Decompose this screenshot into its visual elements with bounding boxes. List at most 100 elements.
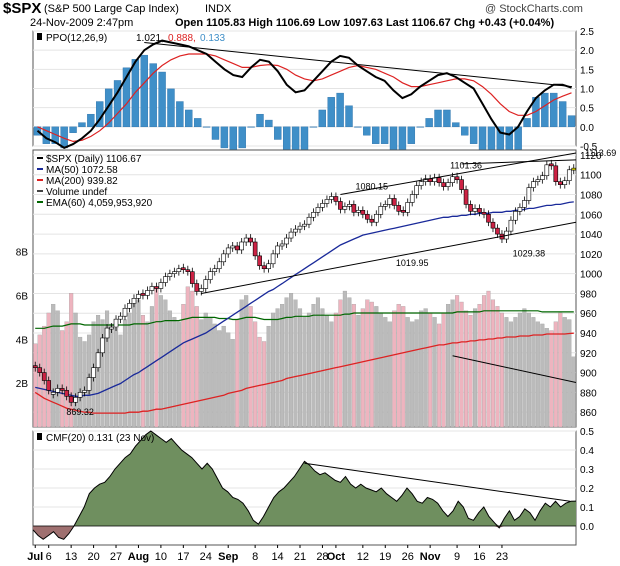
price-candle-body <box>557 181 563 185</box>
cmf-legend-marker <box>37 433 42 440</box>
price-candle-body <box>445 182 451 187</box>
ppo-histogram-bar <box>558 101 567 128</box>
ppo-histogram-bar <box>149 63 157 128</box>
volume-bar <box>360 308 365 428</box>
volume-bar <box>73 312 78 428</box>
volume-bar <box>51 304 56 428</box>
volume-bar <box>33 343 38 428</box>
price-candle-body <box>540 175 545 180</box>
volume-bar <box>472 308 478 428</box>
price-candle-body <box>418 181 424 186</box>
volume-bar <box>378 312 383 428</box>
volume-bar <box>468 315 473 428</box>
price-candle-body <box>194 283 200 292</box>
volume-bar <box>289 293 294 428</box>
x-axis-label: 9 <box>454 551 460 563</box>
price-candle-body <box>414 185 419 195</box>
ppo-histogram-bar <box>78 122 86 128</box>
price-candle-body <box>571 167 577 171</box>
ppo-histogram-bar <box>87 113 95 128</box>
volume-bar <box>297 308 303 428</box>
ppo-trendline <box>144 42 573 88</box>
price-candle-body <box>549 163 554 167</box>
price-candle-body <box>212 268 218 272</box>
ppo-histogram-bar <box>274 126 282 140</box>
ma200-line <box>34 332 574 414</box>
price-legend-entry: $SPX (Daily) 1106.67 <box>46 154 142 165</box>
ppo-histogram-bar <box>443 109 451 128</box>
price-legend-entry: MA(50) 1072.58 <box>46 165 118 176</box>
price-candle-body <box>145 290 150 296</box>
volume-bar <box>562 317 567 428</box>
price-candle-body <box>495 227 500 235</box>
price-candle-body <box>459 179 464 190</box>
volume-bar <box>266 325 271 428</box>
price-candle-body <box>333 196 339 202</box>
price-tick-label: 880 <box>580 388 597 399</box>
ppo-histogram-bar <box>220 126 229 149</box>
price-candle-body <box>55 388 60 393</box>
price-candle-body <box>562 180 568 185</box>
volume-bar <box>293 299 298 428</box>
volume-bar <box>432 317 437 428</box>
price-candle-body <box>172 271 177 274</box>
volume-bar <box>428 312 433 428</box>
ppo-histogram-bar <box>550 92 558 128</box>
volume-trendline <box>452 355 577 383</box>
price-candle-body <box>382 204 388 207</box>
price-candle-body <box>82 390 87 393</box>
volume-bar <box>401 306 406 428</box>
price-candle-body <box>140 293 146 296</box>
price-candle-body <box>203 279 209 289</box>
ppo-signal-line <box>37 53 572 143</box>
price-candle-body <box>122 307 128 317</box>
price-candle-body <box>351 204 357 213</box>
volume-bar <box>387 321 392 428</box>
price-annotation: 1019.95 <box>396 258 429 268</box>
x-axis-label: 8 <box>252 551 258 563</box>
volume-bar <box>208 317 213 428</box>
ppo-histogram-bar <box>354 126 362 128</box>
price-legend-entry: EMA(60) 4,059,953,920 <box>46 198 153 209</box>
price-candle-body <box>100 337 105 354</box>
price-candle-body <box>230 245 235 249</box>
ppo-histogram-bar <box>434 109 442 128</box>
ppo-tick-label: 2.0 <box>580 46 594 57</box>
price-annotation: 1080.15 <box>356 181 389 191</box>
price-candle-body <box>127 303 132 309</box>
volume-bar <box>275 308 280 428</box>
cmf-tick-label: 0.2 <box>580 484 594 495</box>
ppo-histogram-bar <box>69 126 77 133</box>
volume-bar <box>410 321 415 428</box>
ppo-tick-label: 0.0 <box>580 123 594 134</box>
cmf-tick-label: 0.4 <box>580 446 594 457</box>
ppo-legend-marker <box>37 33 42 40</box>
ppo-histogram-bar <box>567 115 576 128</box>
x-axis-label: 13 <box>65 551 77 563</box>
cmf-tick-label: 0.0 <box>580 522 594 533</box>
ppo-histogram-bar <box>469 126 478 144</box>
volume-bar <box>329 321 334 428</box>
volume-bar <box>315 297 320 428</box>
price-candle-body <box>288 231 294 239</box>
watermark: @ StockCharts.com <box>485 3 583 15</box>
x-axis-label: 26 <box>402 551 414 563</box>
ppo-histogram-bar <box>425 118 433 128</box>
volume-bar <box>78 336 83 428</box>
ppo-histogram-bar <box>318 109 327 128</box>
price-candle-body <box>526 187 532 201</box>
price-tick-label: 940 <box>580 329 597 340</box>
price-candle-body <box>95 352 101 368</box>
price-candle-body <box>109 326 114 330</box>
volume-bar <box>437 323 442 428</box>
volume-bar <box>127 312 132 428</box>
volume-bar <box>113 328 119 428</box>
volume-bar <box>526 312 531 428</box>
price-candle-body <box>131 298 137 304</box>
price-candle-body <box>118 315 123 320</box>
ppo-histogram-bar <box>104 88 113 128</box>
volume-bar <box>446 304 451 428</box>
price-candle-body <box>279 243 285 247</box>
price-candle-body <box>270 253 276 265</box>
ppo-histogram-bar <box>363 126 371 136</box>
